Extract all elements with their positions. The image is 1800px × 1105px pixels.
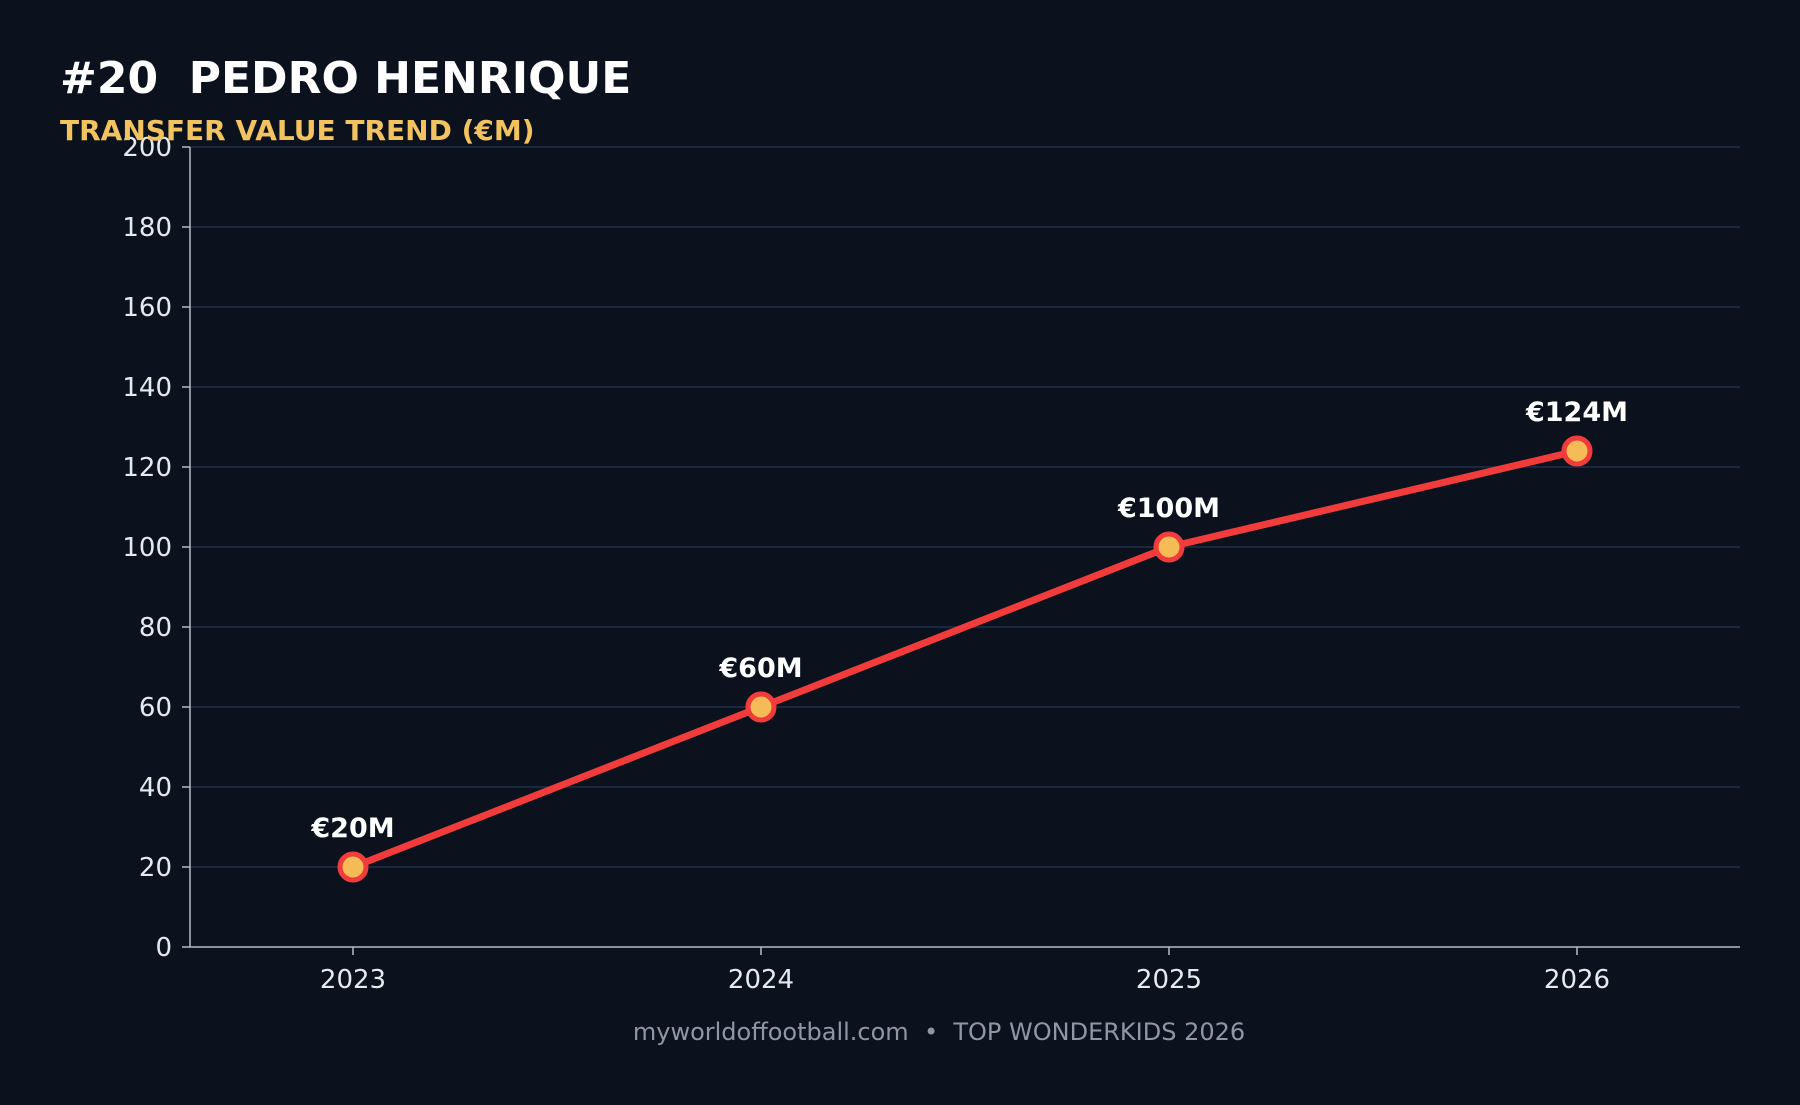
data-point-label: €20M (310, 813, 394, 844)
axes (182, 146, 1740, 955)
data-labels: €20M €60M €100M €124M (310, 397, 1628, 844)
y-tick-label: 100 (122, 533, 172, 563)
data-point-marker (745, 691, 777, 723)
y-tick-label: 80 (139, 613, 172, 643)
y-tick-label: 140 (122, 373, 172, 403)
grid-lines (190, 146, 1740, 868)
tick-labels: 0 20 40 60 80 100 120 140 160 180 200 2023 2024 2025 2… (122, 133, 1610, 995)
y-tick-label: 120 (122, 453, 172, 483)
y-tick-label: 40 (139, 773, 172, 803)
data-point-label: €60M (718, 653, 802, 684)
y-tick-label: 20 (139, 853, 172, 883)
data-point-label: €100M (1117, 493, 1220, 524)
data-point-label: €124M (1525, 397, 1628, 428)
x-tick-label: 2024 (728, 965, 794, 995)
y-tick-label: 60 (139, 693, 172, 723)
y-tick-label: 200 (122, 133, 172, 163)
chart-title: #20 PEDRO HENRIQUE (60, 53, 631, 104)
series-layer (337, 435, 1593, 883)
footer-credit: myworldoffootball.com • TOP WONDERKIDS 2… (633, 1018, 1245, 1046)
x-tick-label: 2023 (320, 965, 386, 995)
y-tick-label: 180 (122, 213, 172, 243)
y-tick-label: 160 (122, 293, 172, 323)
x-tick-label: 2025 (1136, 965, 1202, 995)
data-point-marker (1153, 531, 1185, 563)
data-point-marker (1561, 435, 1593, 467)
series-line (349, 447, 1581, 871)
y-tick-label: 0 (155, 933, 172, 963)
x-tick-label: 2026 (1544, 965, 1610, 995)
data-point-marker (337, 851, 369, 883)
chart-subtitle: TRANSFER VALUE TREND (€M) (60, 114, 535, 147)
